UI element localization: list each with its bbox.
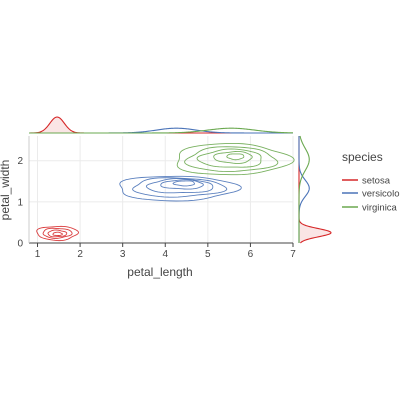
- contour-versicolor: [119, 175, 242, 202]
- x-axis-title: petal_length: [127, 265, 192, 279]
- legend-item-virginica[interactable]: virginica: [342, 203, 398, 214]
- x-tick-label: 1: [35, 249, 41, 260]
- legend-label-setosa: setosa: [362, 176, 391, 187]
- y-tick-label: 2: [17, 156, 23, 167]
- contour-virginica: [226, 153, 245, 161]
- legend-title: species: [342, 150, 383, 164]
- contour-virginica: [184, 146, 279, 173]
- right-marginal-density: [298, 135, 332, 244]
- right-marginal-fill-setosa: [299, 136, 331, 243]
- legend-item-versicolor[interactable]: versicolor: [342, 189, 400, 200]
- contour-versicolor: [132, 177, 228, 198]
- contour-versicolor: [172, 180, 196, 187]
- x-tick-label: 4: [162, 249, 168, 260]
- x-tick-label: 7: [290, 249, 296, 260]
- x-tick-label: 3: [120, 249, 126, 260]
- x-axis: 1 2 3 4 5 6 7: [29, 242, 296, 260]
- y-axis-title: petal_width: [0, 160, 12, 221]
- contour-setosa: [42, 227, 73, 239]
- contour-versicolor: [160, 179, 204, 190]
- x-tick-label: 5: [205, 249, 211, 260]
- x-tick-label: 2: [77, 249, 83, 260]
- top-marginal-curve-virginica: [29, 127, 294, 134]
- legend-label-versicolor: versicolor: [362, 189, 400, 200]
- x-tick-label: 6: [248, 249, 254, 260]
- legend-label-virginica: virginica: [362, 203, 398, 214]
- contour-virginica: [196, 148, 262, 168]
- contour-versicolor: [145, 178, 214, 194]
- legend-item-setosa[interactable]: setosa: [342, 176, 391, 187]
- legend: species setosa versicolor virginica: [342, 150, 400, 214]
- right-marginal-curve-virginica: [298, 135, 310, 243]
- y-tick-label: 1: [17, 197, 23, 208]
- contour-setosa: [52, 231, 63, 236]
- contour-setosa: [47, 229, 68, 238]
- main-contour-layer: [36, 142, 295, 242]
- top-marginal-fill-setosa: [29, 117, 293, 133]
- top-marginal-density: [29, 116, 294, 134]
- y-axis: 0 1 2: [17, 136, 30, 250]
- contour-setosa: [36, 225, 79, 242]
- y-tick-label: 0: [17, 239, 23, 250]
- contour-virginica: [213, 150, 253, 164]
- contour-virginica: [176, 142, 295, 176]
